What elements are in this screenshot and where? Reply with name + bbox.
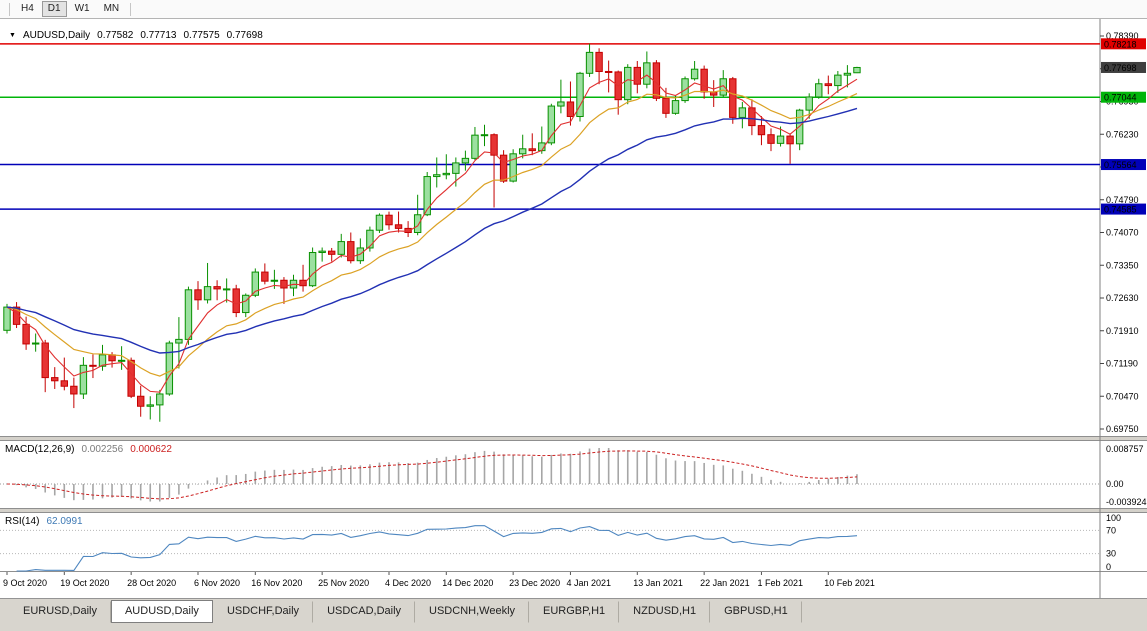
svg-text:6 Nov 2020: 6 Nov 2020 — [194, 578, 240, 588]
svg-text:0.78390: 0.78390 — [1106, 31, 1139, 41]
candlesticks — [3, 43, 861, 422]
symbol-tab[interactable]: EURGBP,H1 — [529, 601, 620, 623]
top-toolbar: H4 D1 W1 MN — [0, 0, 1147, 19]
svg-text:-0.003924: -0.003924 — [1106, 497, 1147, 507]
svg-text:9 Oct 2020: 9 Oct 2020 — [3, 578, 47, 588]
timeframe-button[interactable]: D1 — [41, 1, 67, 17]
svg-text:100: 100 — [1106, 513, 1121, 523]
main-macd-splitter[interactable] — [0, 436, 1147, 441]
svg-text:0.77044: 0.77044 — [1104, 93, 1137, 103]
svg-text:22 Jan 2021: 22 Jan 2021 — [700, 578, 750, 588]
svg-text:0.78218: 0.78218 — [1104, 39, 1137, 49]
macd-rsi-splitter[interactable] — [0, 508, 1147, 513]
svg-text:0.70470: 0.70470 — [1106, 391, 1139, 401]
timeframe-button-group: H4 D1 W1 MN — [15, 1, 125, 17]
svg-text:0.00: 0.00 — [1106, 479, 1124, 489]
svg-text:0.69750: 0.69750 — [1106, 424, 1139, 434]
timeframe-button[interactable]: W1 — [74, 3, 90, 14]
svg-text:0.72630: 0.72630 — [1106, 293, 1139, 303]
svg-text:0.74790: 0.74790 — [1106, 195, 1139, 205]
svg-text:0: 0 — [1106, 562, 1111, 572]
svg-text:28 Oct 2020: 28 Oct 2020 — [127, 578, 176, 588]
svg-text:0.74585: 0.74585 — [1104, 205, 1137, 215]
symbol-tab[interactable]: USDCAD,Daily — [313, 601, 416, 623]
symbol-tab[interactable]: AUDUSD,Daily — [110, 600, 213, 623]
symbol-tab[interactable]: EURUSD,Daily — [9, 601, 111, 623]
svg-text:0.75564: 0.75564 — [1104, 160, 1137, 170]
svg-text:0.008757: 0.008757 — [1106, 444, 1144, 454]
svg-text:0.71190: 0.71190 — [1106, 359, 1138, 369]
svg-text:0.74070: 0.74070 — [1106, 228, 1139, 238]
chart-canvas[interactable]: 0.783900.776700.769500.762300.755100.747… — [0, 19, 1147, 598]
timeframe-button[interactable]: MN — [103, 3, 120, 14]
svg-text:14 Dec 2020: 14 Dec 2020 — [442, 578, 493, 588]
svg-text:0.77698: 0.77698 — [1104, 63, 1137, 73]
rsi-axis-labels: 100 70 30 0 — [1106, 513, 1121, 572]
horizontal-level-lines[interactable] — [0, 43, 1100, 210]
symbol-tabbar: EURUSD,Daily AUDUSD,Daily USDCHF,Daily USDC… — [0, 598, 1147, 631]
macd-signal-line — [6, 450, 858, 500]
ma-mid-line — [6, 89, 858, 377]
price-axis-ticks: 0.783900.776700.769500.762300.755100.747… — [1100, 31, 1139, 434]
toolbar-separator — [9, 2, 10, 16]
svg-text:1 Feb 2021: 1 Feb 2021 — [757, 578, 803, 588]
svg-text:23 Dec 2020: 23 Dec 2020 — [509, 578, 560, 588]
svg-text:0.71910: 0.71910 — [1106, 326, 1139, 336]
svg-text:19 Oct 2020: 19 Oct 2020 — [60, 578, 109, 588]
svg-text:4 Jan 2021: 4 Jan 2021 — [566, 578, 611, 588]
date-axis: 9 Oct 2020 19 Oct 2020 28 Oct 2020 6 Nov 20… — [3, 572, 875, 588]
svg-text:30: 30 — [1106, 549, 1116, 559]
svg-text:25 Nov 2020: 25 Nov 2020 — [318, 578, 369, 588]
macd-histogram — [15, 448, 858, 502]
svg-text:0.76230: 0.76230 — [1106, 129, 1139, 139]
price-level-badges: 0.78218 0.77044 0.75564 0.74585 0.77698 — [1101, 38, 1146, 215]
svg-text:0.73350: 0.73350 — [1106, 260, 1139, 270]
svg-text:4 Dec 2020: 4 Dec 2020 — [385, 578, 431, 588]
ma-slow-line — [6, 107, 858, 354]
macd-axis-labels: 0.008757 0.00 -0.003924 — [1106, 444, 1147, 507]
symbol-tab[interactable]: USDCHF,Daily — [212, 601, 314, 623]
timeframe-button[interactable]: H4 — [21, 3, 34, 14]
ma-fast-line — [6, 74, 858, 393]
symbol-tab[interactable]: USDCNH,Weekly — [415, 601, 530, 623]
svg-text:13 Jan 2021: 13 Jan 2021 — [633, 578, 683, 588]
svg-text:10 Feb 2021: 10 Feb 2021 — [824, 578, 875, 588]
symbol-tab[interactable]: NZDUSD,H1 — [619, 601, 711, 623]
chart-area: 0.783900.776700.769500.762300.755100.747… — [0, 19, 1147, 598]
svg-text:16 Nov 2020: 16 Nov 2020 — [251, 578, 302, 588]
svg-text:70: 70 — [1106, 525, 1116, 535]
rsi-line — [16, 525, 858, 572]
rsi-bottom-border — [0, 571, 1147, 572]
toolbar-separator — [130, 2, 132, 16]
symbol-tab[interactable]: GBPUSD,H1 — [710, 601, 802, 623]
